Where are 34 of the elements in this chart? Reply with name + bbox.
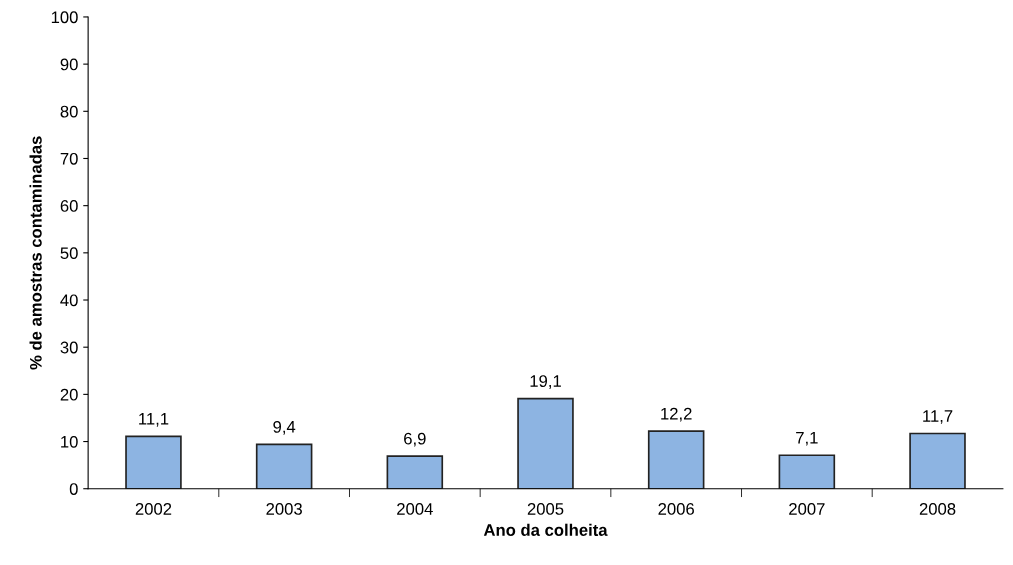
y-tick-label: 70 bbox=[60, 152, 78, 165]
x-tick-label: 2006 bbox=[658, 503, 694, 515]
bar bbox=[517, 397, 574, 489]
y-tick-label: 20 bbox=[60, 388, 78, 401]
bar bbox=[125, 435, 182, 489]
y-tick-label: 10 bbox=[61, 435, 78, 448]
x-axis-title: Ano da colheita bbox=[483, 523, 608, 536]
y-tick-label: 90 bbox=[60, 58, 78, 71]
y-tick-label: 30 bbox=[60, 341, 78, 354]
x-tick-label: 2008 bbox=[919, 503, 956, 515]
x-tick-label: 2002 bbox=[135, 503, 172, 515]
bar bbox=[647, 430, 705, 489]
data-label: 19,1 bbox=[530, 375, 561, 389]
y-tick-label: 50 bbox=[60, 247, 78, 260]
data-label: 11,1 bbox=[139, 413, 169, 427]
data-label: 6,9 bbox=[404, 432, 426, 447]
bar bbox=[255, 443, 313, 489]
data-label: 12,2 bbox=[661, 407, 692, 422]
y-tick-label: 40 bbox=[60, 294, 78, 307]
bar bbox=[778, 454, 836, 489]
y-tick-label: 100 bbox=[51, 11, 78, 24]
bar bbox=[909, 432, 966, 489]
y-tick-label: 0 bbox=[69, 483, 78, 495]
data-label: 7,1 bbox=[796, 431, 818, 446]
y-axis-title: % de amostras contaminadas bbox=[29, 136, 42, 370]
data-label: 9,4 bbox=[273, 420, 296, 435]
bar bbox=[386, 455, 444, 489]
y-tick-label: 80 bbox=[60, 105, 78, 118]
x-tick-label: 2003 bbox=[266, 503, 302, 515]
x-tick-label: 2005 bbox=[527, 503, 564, 515]
x-tick-label: 2007 bbox=[789, 503, 825, 515]
y-tick-label: 60 bbox=[60, 200, 78, 212]
data-label: 11,7 bbox=[923, 410, 953, 424]
x-tick-label: 2004 bbox=[397, 503, 433, 515]
